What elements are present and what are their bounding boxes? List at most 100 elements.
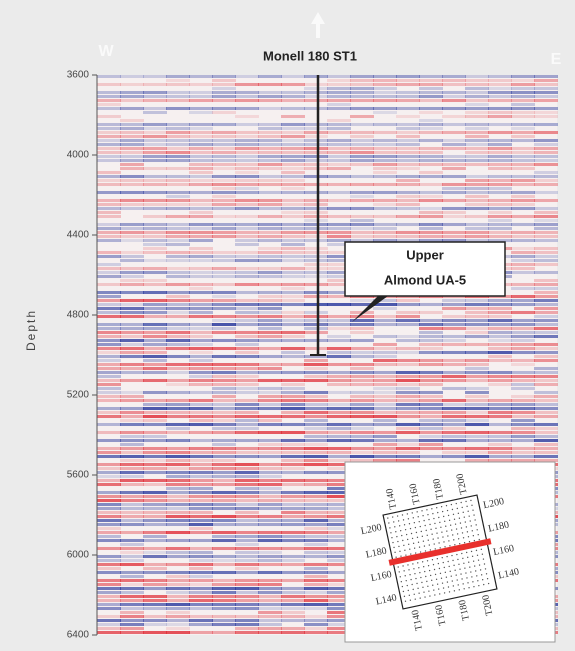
seismic-stripe	[534, 303, 558, 306]
seismic-stripe	[143, 175, 167, 178]
seismic-stripe	[166, 159, 190, 162]
seismic-stripe	[396, 163, 420, 166]
seismic-stripe	[235, 187, 259, 190]
seismic-stripe	[327, 411, 351, 414]
seismic-stripe	[327, 379, 351, 382]
seismic-stripe	[419, 235, 443, 238]
seismic-stripe	[281, 627, 305, 630]
seismic-stripe	[258, 475, 282, 478]
seismic-stripe	[166, 475, 190, 478]
seismic-stripe	[350, 91, 374, 94]
seismic-stripe	[396, 99, 420, 102]
seismic-stripe	[143, 159, 167, 162]
seismic-stripe	[304, 139, 328, 142]
seismic-stripe	[120, 519, 144, 522]
seismic-stripe	[120, 571, 144, 574]
seismic-stripe	[373, 203, 397, 206]
seismic-stripe	[97, 599, 121, 602]
seismic-stripe	[258, 367, 282, 370]
seismic-stripe	[212, 307, 236, 310]
seismic-stripe	[534, 171, 558, 174]
seismic-stripe	[534, 83, 558, 86]
seismic-stripe	[281, 171, 305, 174]
seismic-stripe	[235, 383, 259, 386]
seismic-stripe	[488, 407, 512, 410]
seismic-stripe	[189, 91, 213, 94]
seismic-stripe	[258, 251, 282, 254]
seismic-stripe	[189, 95, 213, 98]
seismic-stripe	[235, 559, 259, 562]
seismic-stripe	[281, 515, 305, 518]
seismic-stripe	[350, 151, 374, 154]
seismic-stripe	[281, 83, 305, 86]
seismic-stripe	[281, 115, 305, 118]
seismic-stripe	[304, 535, 328, 538]
seismic-stripe	[373, 383, 397, 386]
seismic-stripe	[534, 271, 558, 274]
seismic-stripe	[258, 419, 282, 422]
seismic-stripe	[304, 391, 328, 394]
seismic-stripe	[258, 431, 282, 434]
seismic-stripe	[281, 495, 305, 498]
seismic-stripe	[97, 151, 121, 154]
seismic-stripe	[534, 435, 558, 438]
seismic-stripe	[488, 411, 512, 414]
seismic-stripe	[327, 163, 351, 166]
seismic-stripe	[120, 379, 144, 382]
seismic-stripe	[304, 295, 328, 298]
seismic-stripe	[235, 387, 259, 390]
seismic-stripe	[258, 151, 282, 154]
seismic-stripe	[189, 107, 213, 110]
seismic-stripe	[442, 231, 466, 234]
seismic-stripe	[511, 107, 535, 110]
seismic-stripe	[258, 175, 282, 178]
seismic-stripe	[97, 115, 121, 118]
seismic-stripe	[304, 267, 328, 270]
y-tick-label: 5600	[67, 470, 90, 481]
seismic-stripe	[143, 259, 167, 262]
seismic-stripe	[281, 135, 305, 138]
seismic-stripe	[281, 319, 305, 322]
seismic-stripe	[143, 435, 167, 438]
seismic-stripe	[419, 147, 443, 150]
seismic-stripe	[534, 415, 558, 418]
seismic-stripe	[97, 535, 121, 538]
seismic-stripe	[534, 351, 558, 354]
seismic-stripe	[235, 543, 259, 546]
seismic-stripe	[97, 603, 121, 606]
seismic-stripe	[166, 491, 190, 494]
seismic-stripe	[212, 303, 236, 306]
seismic-stripe	[304, 623, 328, 626]
seismic-stripe	[327, 87, 351, 90]
seismic-stripe	[143, 351, 167, 354]
seismic-stripe	[212, 379, 236, 382]
seismic-stripe	[212, 599, 236, 602]
seismic-stripe	[511, 175, 535, 178]
seismic-stripe	[488, 371, 512, 374]
seismic-stripe	[235, 115, 259, 118]
seismic-stripe	[189, 587, 213, 590]
seismic-stripe	[143, 307, 167, 310]
seismic-stripe	[143, 315, 167, 318]
seismic-stripe	[465, 91, 489, 94]
seismic-stripe	[327, 99, 351, 102]
y-tick-label: 4800	[67, 310, 90, 321]
seismic-stripe	[304, 227, 328, 230]
seismic-stripe	[304, 411, 328, 414]
seismic-stripe	[281, 127, 305, 130]
seismic-stripe	[304, 423, 328, 426]
seismic-stripe	[281, 199, 305, 202]
seismic-stripe	[281, 603, 305, 606]
seismic-stripe	[396, 315, 420, 318]
seismic-stripe	[465, 87, 489, 90]
seismic-stripe	[350, 391, 374, 394]
seismic-stripe	[304, 319, 328, 322]
seismic-stripe	[327, 415, 351, 418]
seismic-stripe	[97, 83, 121, 86]
seismic-stripe	[189, 327, 213, 330]
seismic-stripe	[143, 83, 167, 86]
seismic-stripe	[143, 191, 167, 194]
seismic-stripe	[350, 427, 374, 430]
seismic-stripe	[396, 207, 420, 210]
seismic-stripe	[258, 307, 282, 310]
